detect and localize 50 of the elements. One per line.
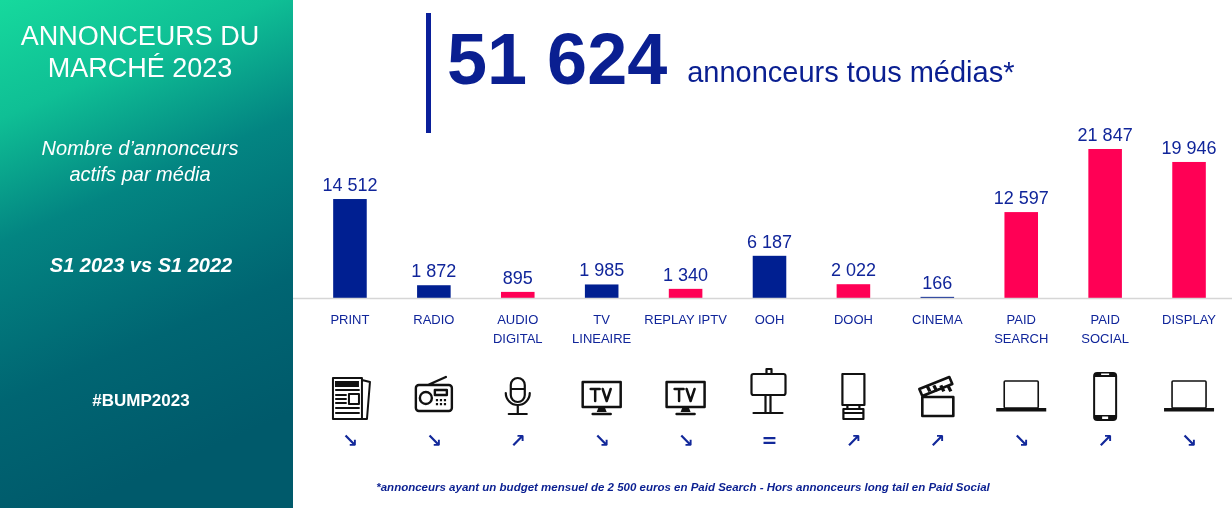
x-tick-label: DISPLAY [1162, 312, 1217, 327]
text: ↗ [929, 429, 946, 451]
x-tick-label: PAID SOCIAL [1081, 312, 1129, 346]
text: ↘ [1013, 429, 1030, 451]
data-label: 1 985 [579, 260, 625, 281]
text: ↗ [1097, 429, 1114, 451]
text: S1 2023 vs S1 2022 [49, 254, 233, 276]
data-label: 6 187 [746, 231, 793, 252]
bar [1088, 149, 1122, 298]
chart-subtitle: Nombre d’annonceurs actifs par média [41, 137, 239, 185]
x-tick-label: TV LINEAIRE [572, 312, 632, 346]
bar [668, 288, 703, 298]
x-tick-label: RADIO [413, 312, 455, 327]
x-tick-label: PAID SEARCH [994, 312, 1049, 346]
text: ↘ [341, 429, 358, 451]
data-label: 19 946 [1161, 137, 1217, 158]
bar [752, 255, 787, 298]
text: ↘ [677, 429, 694, 451]
bar [333, 199, 367, 298]
x-tick-label: REPLAY IPTV [644, 312, 728, 327]
data-label: 166 [922, 272, 953, 293]
x-tick-label: OOH [754, 312, 785, 327]
text: = [761, 429, 778, 451]
text: annonceurs tous médias* [687, 56, 1015, 88]
data-label: 2 022 [830, 260, 876, 281]
text: 51 624 [447, 19, 668, 99]
data-label: 895 [502, 267, 533, 288]
text: ↘ [1181, 429, 1198, 451]
text: *annonceurs ayant un budget mensuel de 2 500 euros en Paid Search - Hors annonceurs long tail en Paid Social [376, 481, 991, 493]
bar [584, 284, 619, 298]
text: ↘ [593, 429, 610, 451]
data-label: 1 872 [411, 261, 457, 282]
bar [1172, 161, 1206, 298]
data-label: 21 847 [1077, 125, 1133, 145]
bar [836, 284, 871, 298]
data-label: 14 512 [322, 175, 378, 196]
bar [417, 285, 451, 298]
data-label: 1 340 [663, 264, 709, 285]
x-tick-label: CINEMA [912, 312, 963, 327]
data-label: 12 597 [993, 188, 1049, 209]
text: ↗ [845, 429, 862, 451]
x-tick-label: DOOH [833, 312, 873, 327]
bar [500, 291, 535, 298]
x-tick-label: AUDIO DIGITAL [492, 312, 543, 346]
bar [1004, 212, 1039, 298]
chart-title: ANNONCEURS DU MARCHÉ 2023 [20, 21, 260, 83]
text: ↘ [425, 429, 442, 451]
text: #BUMP2023 [92, 391, 190, 410]
x-tick-label: PRINT [330, 312, 370, 327]
text: ↗ [509, 429, 526, 451]
